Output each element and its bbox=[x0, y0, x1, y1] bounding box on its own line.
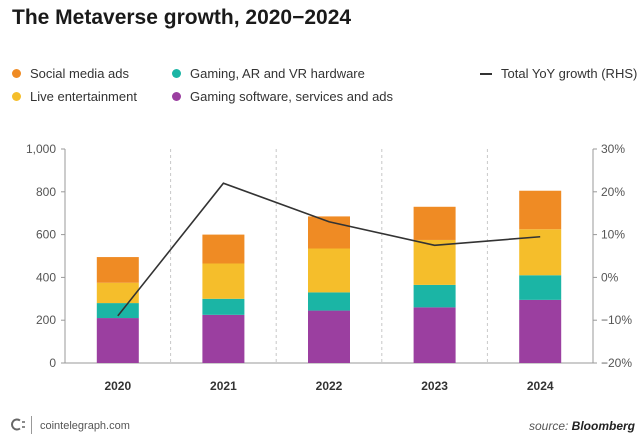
bar-segment-gaming-software-services-and-ads bbox=[519, 300, 561, 363]
x-axis-tick-label: 2021 bbox=[210, 379, 237, 393]
footer-source: source: Bloomberg bbox=[529, 419, 635, 433]
bar-segment-social-media-ads bbox=[414, 207, 456, 240]
bar-segment-live-entertainment bbox=[97, 283, 139, 303]
bar-segment-social-media-ads bbox=[519, 191, 561, 230]
bar-segment-gaming-software-services-and-ads bbox=[414, 307, 456, 363]
bar-segment-gaming-software-services-and-ads bbox=[202, 315, 244, 363]
bar-segment-gaming-software-services-and-ads bbox=[97, 318, 139, 363]
bar-segment-gaming-software-services-and-ads bbox=[308, 311, 350, 363]
left-axis-tick-label: 200 bbox=[36, 313, 56, 327]
bar-segment-gaming-ar-and-vr-hardware bbox=[202, 299, 244, 315]
right-axis-tick-label: 0% bbox=[601, 270, 619, 284]
right-axis-tick-label: 30% bbox=[601, 142, 625, 156]
bar-segment-live-entertainment bbox=[414, 240, 456, 285]
bar-segment-social-media-ads bbox=[202, 235, 244, 264]
bar-segment-live-entertainment bbox=[202, 263, 244, 298]
left-axis-tick-label: 400 bbox=[36, 270, 56, 284]
left-axis-tick-label: 600 bbox=[36, 228, 56, 242]
right-axis-tick-label: −10% bbox=[601, 313, 632, 327]
bar-segment-gaming-ar-and-vr-hardware bbox=[308, 292, 350, 310]
left-axis-tick-label: 1,000 bbox=[26, 142, 56, 156]
footer-source-prefix: source: bbox=[529, 419, 572, 433]
bar-segment-live-entertainment bbox=[308, 249, 350, 293]
bar-segment-social-media-ads bbox=[97, 257, 139, 283]
right-axis-tick-label: −20% bbox=[601, 356, 632, 370]
right-axis-tick-label: 20% bbox=[601, 185, 625, 199]
cointelegraph-logo-icon bbox=[9, 418, 25, 431]
x-axis-tick-label: 2020 bbox=[104, 379, 131, 393]
footer-site-name: cointelegraph.com bbox=[40, 420, 130, 432]
left-axis-tick-label: 800 bbox=[36, 185, 56, 199]
x-axis-tick-label: 2024 bbox=[527, 379, 554, 393]
bar-segment-gaming-ar-and-vr-hardware bbox=[519, 275, 561, 300]
bar-segment-gaming-ar-and-vr-hardware bbox=[414, 285, 456, 307]
x-axis-tick-label: 2023 bbox=[421, 379, 448, 393]
left-axis-tick-label: 0 bbox=[49, 356, 56, 370]
footer-source-name: Bloomberg bbox=[572, 419, 635, 433]
bar-segment-live-entertainment bbox=[519, 229, 561, 275]
x-axis-tick-label: 2022 bbox=[316, 379, 343, 393]
right-axis-tick-label: 10% bbox=[601, 228, 625, 242]
footer-divider bbox=[31, 416, 32, 434]
